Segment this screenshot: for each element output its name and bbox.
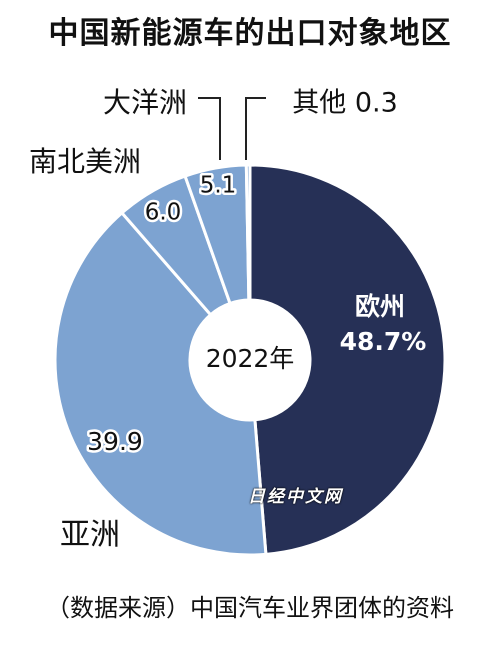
slice-name-americas: 南北美洲 bbox=[29, 145, 141, 178]
watermark: 日经中文网 bbox=[248, 487, 343, 507]
pie-slice-0 bbox=[248, 163, 447, 556]
chart-title: 中国新能源车的出口对象地区 bbox=[48, 16, 452, 51]
leader-line-oceania bbox=[198, 97, 221, 160]
slice-value-americas: 6.0 bbox=[145, 200, 182, 226]
pie-slice-1 bbox=[53, 210, 268, 557]
slice-value-asia: 39.9 bbox=[87, 427, 143, 456]
slice-name-asia: 亚洲 bbox=[60, 518, 120, 553]
slice-value-oceania: 5.1 bbox=[200, 173, 237, 199]
slice-name-oceania: 大洋洲 bbox=[103, 86, 187, 119]
slice-name-europe: 欧州 bbox=[355, 292, 405, 321]
leader-line-others bbox=[245, 97, 266, 160]
slice-label-others: 其他 0.3 bbox=[292, 88, 398, 119]
slice-value-europe: 48.7% bbox=[340, 327, 427, 356]
source-note: （数据来源）中国汽车业界团体的资料 bbox=[46, 594, 454, 622]
center-year-label: 2022年 bbox=[206, 344, 295, 373]
pie-slice-4 bbox=[244, 163, 252, 302]
